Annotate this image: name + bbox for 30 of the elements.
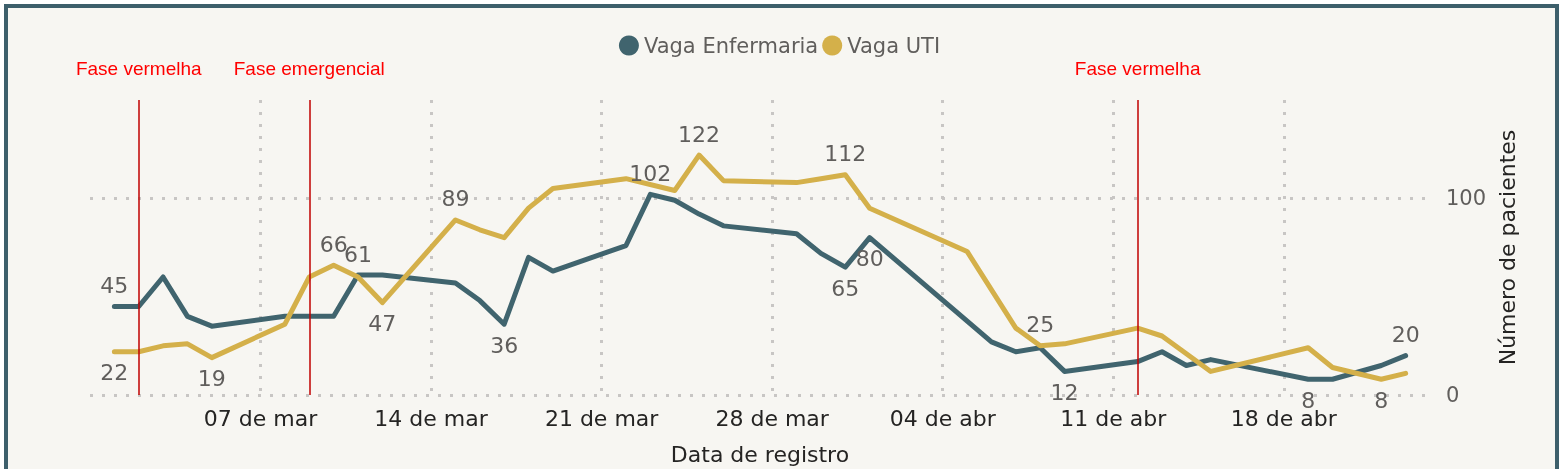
data-label: 36 [490, 332, 519, 358]
ref-line-label: Fase emergencial [233, 58, 385, 79]
legend-label: Vaga UTI [847, 33, 941, 58]
ref-line-label: Fase vermelha [1074, 58, 1201, 79]
data-label: 65 [831, 275, 860, 301]
data-label: 112 [824, 141, 867, 167]
data-label: 12 [1050, 379, 1079, 405]
x-tick-label: 04 de abr [889, 405, 997, 431]
y-tick-label: 100 [1446, 186, 1487, 211]
data-label: 122 [678, 121, 721, 147]
x-tick-label: 07 de mar [203, 405, 319, 431]
x-tick-label: 14 de mar [374, 405, 489, 431]
x-tick-label: 11 de abr [1060, 405, 1168, 431]
data-label: 89 [441, 186, 470, 212]
ref-line-label: Fase vermelha [75, 58, 202, 79]
x-axis-title: Data de registro [670, 441, 850, 467]
data-label: 19 [197, 366, 226, 392]
x-tick-label: 28 de mar [715, 405, 830, 431]
x-tick-label: 21 de mar [544, 405, 660, 431]
data-label: 102 [629, 160, 672, 186]
data-label: 45 [100, 273, 129, 298]
data-label: 47 [368, 311, 397, 337]
data-label: 80 [855, 246, 884, 272]
data-label: 22 [100, 360, 129, 386]
y-tick-label: 0 [1446, 383, 1460, 407]
legend-label: Vaga Enfermaria [643, 33, 819, 58]
data-label: 20 [1391, 322, 1420, 348]
data-label: 25 [1026, 312, 1055, 338]
y-axis-title: Número de pacientes [1495, 129, 1521, 366]
data-label: 8 [1374, 387, 1389, 413]
